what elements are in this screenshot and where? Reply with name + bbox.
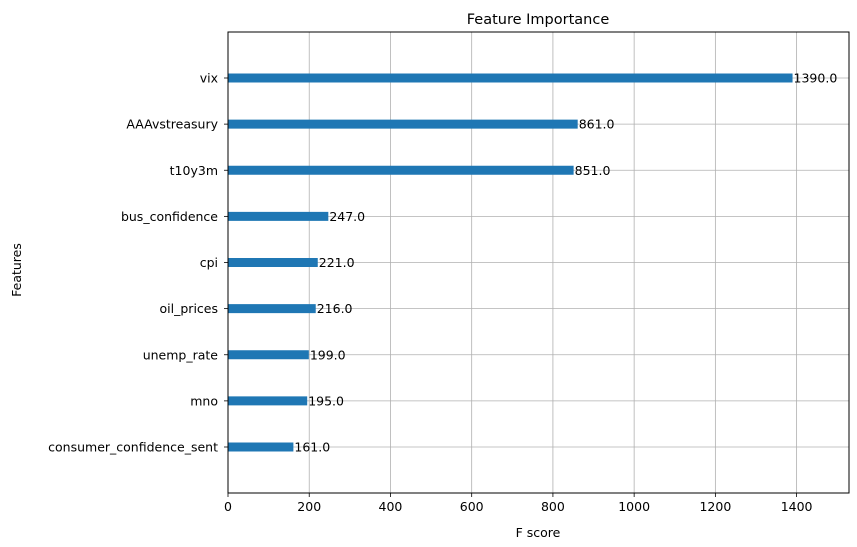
value-label: 221.0 — [319, 255, 355, 270]
y-tick-label: AAAvstreasury — [126, 117, 218, 132]
y-tick-label: vix — [200, 71, 218, 86]
x-axis-ticks: 0 200 400 600 800 1000 1200 1400 — [224, 493, 813, 514]
bar-t10y3m — [228, 165, 574, 175]
value-label: 199.0 — [310, 347, 346, 362]
x-tick-label: 200 — [297, 499, 321, 514]
bar-bus_confidence — [228, 211, 329, 221]
y-tick-label: bus_confidence — [121, 209, 218, 224]
value-label: 195.0 — [308, 393, 344, 408]
x-tick-label: 600 — [460, 499, 484, 514]
value-label: 161.0 — [294, 440, 330, 455]
bar-consumer_confidence_sent — [228, 442, 294, 452]
bar-oil_prices — [228, 304, 316, 314]
x-tick-label: 1200 — [699, 499, 731, 514]
y-tick-label: unemp_rate — [143, 347, 219, 362]
value-label: 851.0 — [575, 163, 611, 178]
bars — [228, 73, 793, 452]
y-tick-label: mno — [190, 393, 218, 408]
x-tick-label: 0 — [224, 499, 232, 514]
x-axis-label: F score — [516, 525, 561, 540]
bar-AAAvstreasury — [228, 119, 578, 129]
y-tick-label: oil_prices — [160, 301, 218, 316]
value-labels: 1390.0 861.0 851.0 247.0 221.0 216.0 199.0 195.… — [294, 71, 837, 455]
x-tick-label: 1400 — [781, 499, 813, 514]
y-tick-label: consumer_confidence_sent — [48, 440, 218, 455]
chart-title: Feature Importance — [467, 12, 610, 28]
bar-mno — [228, 396, 308, 406]
value-label: 1390.0 — [794, 71, 838, 86]
bar-cpi — [228, 258, 318, 267]
bar-vix — [228, 73, 793, 83]
value-label: 247.0 — [329, 209, 365, 224]
x-tick-label: 400 — [379, 499, 403, 514]
x-tick-label: 1000 — [618, 499, 650, 514]
bar-unemp_rate — [228, 350, 309, 360]
y-tick-label: cpi — [200, 255, 218, 270]
value-label: 216.0 — [317, 301, 353, 316]
y-tick-label: t10y3m — [170, 163, 218, 178]
x-tick-label: 800 — [541, 499, 565, 514]
y-axis-label: Features — [9, 243, 24, 297]
value-label: 861.0 — [579, 117, 615, 132]
